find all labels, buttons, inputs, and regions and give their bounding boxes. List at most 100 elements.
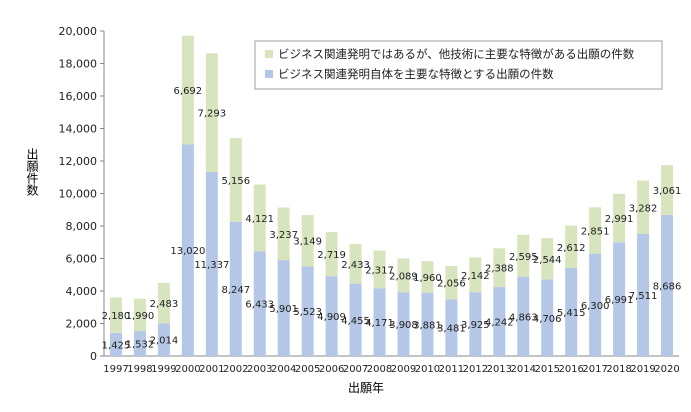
- data-label: 13,020: [170, 246, 205, 257]
- bar-segment-business-main: [661, 214, 674, 356]
- data-label: 2,991: [605, 214, 634, 225]
- data-label: 3,061: [653, 186, 682, 197]
- data-label: 7,293: [197, 109, 226, 120]
- y-tick-label: 8,000: [66, 220, 98, 233]
- bar-segment-business-main: [373, 288, 386, 356]
- bar-segment-business-main: [229, 221, 242, 356]
- data-label: 4,863: [509, 312, 538, 323]
- x-tick-label: 2018: [606, 364, 631, 375]
- x-tick-label: 2010: [415, 364, 440, 375]
- data-label: 1,960: [413, 273, 442, 284]
- data-label: 11,337: [194, 260, 229, 271]
- bar-segment-other-tech: [637, 180, 650, 234]
- data-label: 7,511: [629, 291, 658, 302]
- bar-segment-other-tech: [565, 225, 578, 269]
- bar-segment-other-tech: [373, 250, 386, 289]
- data-label: 4,706: [533, 314, 562, 325]
- data-label: 2,544: [533, 255, 562, 266]
- x-tick-label: 2017: [582, 364, 607, 375]
- y-tick-label: 6,000: [66, 253, 98, 266]
- data-label: 8,686: [653, 281, 682, 292]
- data-label: 4,909: [317, 312, 346, 323]
- data-label: 3,881: [413, 320, 442, 331]
- legend-swatch-other-tech: [265, 50, 273, 58]
- x-tick-label: 2004: [271, 364, 296, 375]
- bar-segment-business-main: [349, 283, 362, 356]
- bar-segment-business-main: [397, 292, 410, 356]
- data-label: 3,481: [437, 324, 466, 335]
- bar-segment-other-tech: [469, 257, 482, 293]
- data-label: 3,149: [293, 237, 322, 248]
- bar-segment-other-tech: [229, 138, 242, 222]
- bar-segment-business-main: [133, 331, 146, 356]
- y-axis: 0 2,000 4,000 6,000 8,000 10,000 12,000 14,000 1…: [59, 25, 105, 363]
- bar-segment-business-main: [301, 266, 314, 356]
- data-label: 2,433: [341, 260, 370, 271]
- bar-segment-other-tech: [493, 248, 506, 288]
- x-tick-label: 2016: [558, 364, 583, 375]
- x-tick-label: 2019: [630, 364, 655, 375]
- x-tick-label: 2002: [223, 364, 248, 375]
- legend-box: [254, 40, 663, 90]
- x-tick-label: 1997: [103, 364, 128, 375]
- bar-segment-business-main: [613, 242, 626, 356]
- x-tick-label: 2000: [175, 364, 200, 375]
- x-tick-label: 2009: [391, 364, 416, 375]
- data-label: 3,237: [269, 230, 298, 241]
- x-tick-label: 1999: [151, 364, 176, 375]
- data-label: 2,595: [509, 252, 538, 263]
- bar-segment-business-main: [469, 292, 482, 356]
- y-tick-label: 16,000: [59, 90, 98, 103]
- x-tick-label: 2020: [654, 364, 679, 375]
- data-label: 2,388: [485, 264, 514, 275]
- x-tick-label: 2015: [535, 364, 560, 375]
- data-label: 6,433: [245, 300, 274, 311]
- data-label: 2,317: [365, 265, 394, 276]
- x-tick-label: 2012: [463, 364, 488, 375]
- bar-segment-other-tech: [325, 232, 338, 277]
- legend-label-business-main: ビジネス関連発明自体を主要な特徴とする出願の件数: [278, 67, 554, 81]
- data-label: 5,523: [293, 307, 322, 318]
- bar-segment-other-tech: [517, 234, 530, 277]
- data-label: 2,483: [150, 299, 179, 310]
- bar-segment-other-tech: [445, 266, 458, 300]
- legend: ビジネス関連発明ではあるが、他技術に主要な特徴がある出願の件数 ビジネス関連発明…: [254, 40, 663, 90]
- bar-segment-other-tech: [301, 215, 314, 267]
- y-tick-label: 0: [90, 350, 97, 363]
- x-tick-label: 2013: [487, 364, 512, 375]
- y-tick-label: 4,000: [66, 285, 98, 298]
- data-label: 6,991: [605, 295, 634, 306]
- bar-segment-business-main: [637, 233, 650, 356]
- x-axis: 1997199819992000200120022003200420052006…: [103, 355, 680, 375]
- bar-segment-business-main: [493, 287, 506, 356]
- data-label: 3,925: [461, 320, 490, 331]
- bar-segment-business-main: [253, 251, 266, 356]
- x-tick-label: 2011: [439, 364, 464, 375]
- data-label: 1,532: [126, 340, 155, 351]
- data-label: 8,247: [221, 285, 250, 296]
- data-label: 6,300: [581, 301, 610, 312]
- bar-segment-other-tech: [157, 282, 170, 324]
- bar-segment-other-tech: [613, 193, 626, 243]
- data-label: 4,242: [485, 318, 514, 329]
- bar-segment-business-main: [589, 253, 602, 356]
- data-label: 2,612: [557, 243, 586, 254]
- bar-segment-other-tech: [133, 298, 146, 332]
- legend-swatch-business-main: [265, 70, 273, 78]
- bar-segment-other-tech: [349, 244, 362, 284]
- y-tick-label: 20,000: [59, 25, 98, 38]
- bar-segment-business-main: [109, 332, 122, 356]
- data-label: 5,901: [269, 304, 298, 315]
- data-label: 3,908: [389, 320, 418, 331]
- x-tick-label: 2001: [199, 364, 224, 375]
- bar-segment-business-main: [205, 171, 218, 356]
- data-label: 3,282: [629, 203, 658, 214]
- y-tick-label: 10,000: [59, 188, 98, 201]
- bar-segment-business-main: [325, 276, 338, 356]
- bar-segment-other-tech: [589, 207, 602, 254]
- bar-segment-other-tech: [205, 53, 218, 172]
- data-label: 5,415: [557, 308, 586, 319]
- data-label: 2,719: [317, 250, 346, 261]
- x-tick-label: 2008: [367, 364, 392, 375]
